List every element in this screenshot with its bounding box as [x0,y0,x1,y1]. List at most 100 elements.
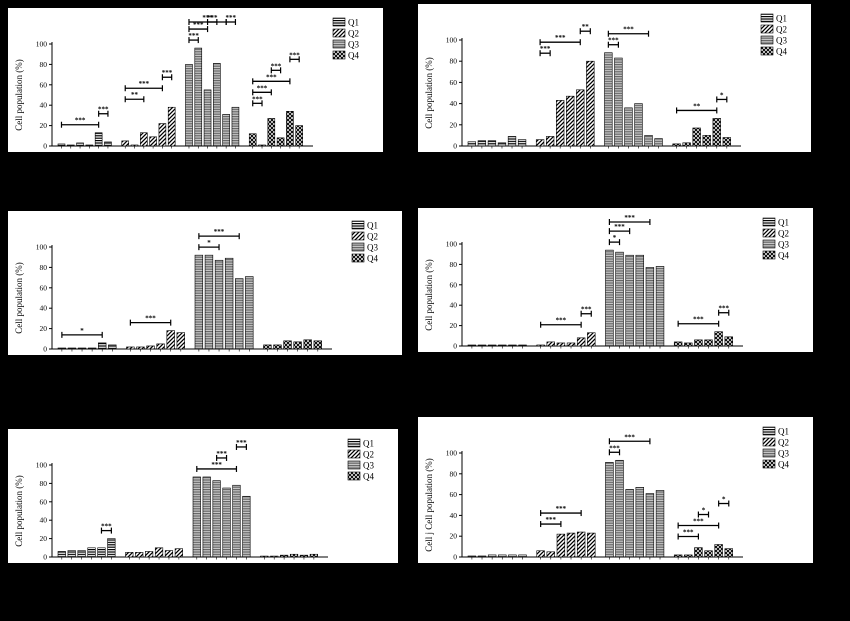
bar [566,342,576,347]
y-tick-label: 80 [40,60,48,69]
significance-label: *** [214,228,225,236]
significance-label: *** [271,62,282,70]
significance-label: *** [614,223,625,231]
significance-label: *** [608,37,619,45]
y-axis-label: Cell population (%) [424,57,434,129]
legend-label: Q3 [367,243,378,253]
bar [684,554,693,558]
bar [615,251,624,347]
bar [164,550,174,558]
legend-label: Q2 [778,438,789,448]
legend-label: Q3 [363,461,374,471]
chart-svg: Cell population (%)020406080100*********… [14,14,359,151]
bar [87,547,96,558]
bar [587,532,596,558]
legend-label: Q2 [348,29,359,39]
legend-swatch [351,231,365,241]
bar [566,95,575,147]
legend-swatch [760,24,774,34]
bar [85,144,94,147]
bar [694,547,703,558]
bar [498,554,507,558]
significance-label: *** [139,80,150,88]
legend-label: Q3 [778,449,789,459]
legend-swatch [760,46,774,56]
y-tick-label: 20 [450,120,458,129]
bar [645,267,655,347]
legend-swatch [762,217,776,227]
bar [154,547,164,558]
y-tick-label: 80 [450,57,458,66]
bar [508,344,517,347]
bar [714,331,723,347]
bar [76,142,84,147]
legend-label: Q3 [348,40,359,50]
significance-label: * [613,234,617,242]
significance-label: *** [202,14,213,22]
significance-label: *** [193,21,204,29]
legend-swatch [332,39,346,49]
bar [692,127,701,147]
y-tick-label: 40 [40,304,48,313]
legend-swatch [762,459,776,469]
bar [536,344,545,347]
significance-label: *** [555,34,566,42]
bar [645,493,655,558]
legend-swatch [347,460,361,470]
bar [586,60,595,147]
bar [517,139,527,147]
bar [309,553,318,558]
bar [635,487,644,558]
significance-label: *** [216,450,227,458]
legend-swatch [347,471,361,481]
significance-label: ** [693,102,701,110]
y-tick-label: 60 [40,283,48,292]
significance-label: *** [101,523,112,531]
bar [77,347,87,350]
legend-label: Q4 [778,460,789,470]
bar [203,89,212,147]
bar [77,550,86,558]
legend-swatch [351,253,365,263]
chart-panel-1: Cell population (%) 0 20 40 60 80 100 *** *** ** *… [8,8,383,152]
chart-panel-4: Cell population (%) 0 20 40 60 80 100 *** *** * **… [418,208,813,352]
bar [487,554,497,558]
bar [576,89,585,147]
y-tick-label: 40 [450,511,458,520]
bar [167,106,176,147]
significance-label: *** [226,14,237,22]
y-tick-label: 20 [450,532,458,541]
y-tick-label: 80 [40,263,48,272]
chart-svg: Cell population (%)020406080100*********… [424,14,787,151]
legend-label: Q1 [778,427,789,437]
legend-label: Q1 [776,14,787,24]
bar [724,336,733,347]
bar [194,254,204,350]
y-tick-label: 0 [453,342,457,351]
y-tick-label: 100 [36,243,48,252]
y-tick-label: 100 [446,449,458,458]
chart-svg: Cell population (%)020406080100********Q… [14,221,378,354]
bar [87,347,97,350]
bar [104,141,112,147]
bar [270,555,279,558]
bar [694,339,703,347]
bar [497,142,507,147]
bar [232,484,241,558]
significance-label: *** [266,73,277,81]
legend-swatch [762,239,776,249]
bar [222,487,231,558]
significance-label: *** [75,117,86,125]
bar [536,550,545,558]
legend-swatch [762,250,776,260]
y-tick-label: 20 [450,321,458,330]
y-axis-label: Cell population (%) [14,59,24,131]
bar [289,553,299,558]
y-tick-label: 60 [450,78,458,87]
bar [487,140,497,147]
bar [556,533,566,558]
bar [231,106,240,147]
significance-label: *** [556,317,567,325]
significance-label: *** [624,433,635,441]
y-tick-label: 40 [450,99,458,108]
